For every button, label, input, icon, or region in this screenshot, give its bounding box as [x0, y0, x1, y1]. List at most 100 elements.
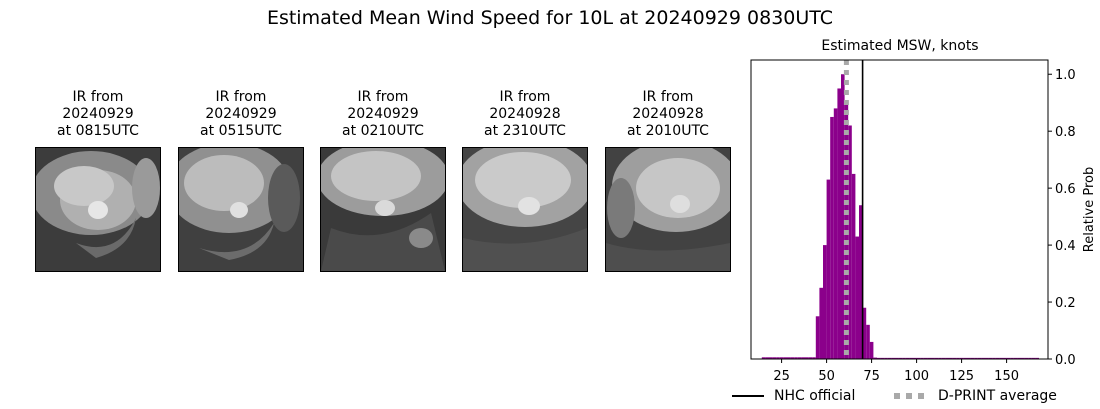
histogram-bar	[884, 357, 888, 359]
histogram-bar	[801, 357, 805, 359]
histogram-bar	[783, 357, 787, 359]
histogram-bar	[891, 357, 895, 359]
ir-panel-title-line3: at 0210UTC	[342, 123, 424, 139]
histogram-bar	[826, 179, 831, 359]
x-tick-label: 150	[994, 369, 1019, 384]
y-tick-label: 0.6	[1055, 182, 1076, 197]
histogram-bar	[794, 357, 798, 359]
y-tick-label: 0.8	[1055, 125, 1076, 140]
histogram-bar	[988, 357, 993, 359]
y-tick-label: 1.0	[1055, 68, 1076, 83]
histogram-bar	[776, 357, 780, 359]
chart-legend: NHC official D-PRINT average	[728, 386, 1088, 406]
histogram-bar	[1028, 357, 1032, 359]
histogram-bar	[981, 357, 985, 359]
histogram-bar	[862, 307, 867, 359]
histogram-bar	[898, 357, 903, 359]
histogram-bar	[959, 357, 964, 359]
histogram-bar	[859, 205, 863, 359]
histogram-bar	[887, 357, 892, 359]
ir-satellite-image	[35, 147, 161, 272]
histogram-bar	[970, 357, 975, 359]
histogram-bar	[938, 357, 942, 359]
ir-panel-title-line3: at 0815UTC	[57, 123, 139, 139]
ir-satellite-image	[320, 147, 446, 272]
histogram-bar	[819, 287, 823, 359]
histogram-bar	[956, 357, 960, 359]
histogram-bar	[869, 341, 874, 359]
legend-dotted-line-swatch	[894, 393, 928, 399]
histogram-bar	[1017, 357, 1021, 359]
histogram-bar	[949, 357, 953, 359]
y-axis-label: Relative Prob	[1082, 167, 1097, 252]
histogram-bar	[833, 108, 838, 360]
x-tick-label: 75	[863, 369, 880, 384]
ir-panel-title: IR from 20240928 at 2310UTC	[442, 89, 608, 140]
histogram-bar	[830, 116, 834, 359]
histogram-bar	[1013, 357, 1018, 359]
histogram-bar	[848, 125, 852, 359]
histogram-bar	[905, 357, 910, 359]
histogram-bar	[992, 357, 996, 359]
histogram-bar	[934, 357, 939, 359]
ir-panel-title: IR from 20240929 at 0210UTC	[300, 89, 466, 140]
histogram-bar	[823, 245, 827, 359]
histogram-bar	[916, 357, 921, 359]
histogram-bar	[837, 88, 841, 359]
histogram-bar	[1006, 357, 1011, 359]
x-tick-label: 25	[773, 369, 790, 384]
y-axis-ticks: 0.0 0.2 0.4 0.6 0.8 1.0	[1048, 68, 1076, 368]
histogram-bar	[941, 357, 946, 359]
x-axis-ticks: 25 50 75 100 125 150	[773, 359, 1019, 384]
histogram-bar	[812, 357, 816, 359]
histogram-bar	[1021, 357, 1025, 359]
y-tick-label: 0.0	[1055, 353, 1076, 368]
histogram-bar	[769, 357, 773, 359]
legend-label: NHC official	[774, 388, 856, 404]
histogram-bar	[787, 357, 791, 359]
histogram-bar	[952, 357, 957, 359]
histogram-bar	[765, 357, 769, 359]
histogram-bar	[880, 357, 885, 359]
ir-panel-title-line3: at 2010UTC	[627, 123, 709, 139]
histogram-bar	[851, 173, 856, 359]
histogram-bar	[895, 357, 899, 359]
chart-title: Estimated MSW, knots	[821, 38, 978, 54]
histogram-bar	[805, 357, 809, 359]
histogram-bar	[1024, 357, 1029, 359]
histogram-bar	[761, 357, 766, 359]
ir-panel-title-line1: IR from	[357, 89, 409, 105]
histogram-bar	[974, 357, 978, 359]
histogram-bar	[967, 357, 971, 359]
y-tick-label: 0.2	[1055, 296, 1076, 311]
histogram-bar	[931, 357, 935, 359]
histogram-bar	[873, 357, 877, 359]
histogram-bar	[977, 357, 982, 359]
histogram-bars	[761, 74, 1039, 360]
histogram-bar	[790, 357, 795, 359]
histogram-bar	[1031, 357, 1036, 359]
histogram-bar	[995, 357, 1000, 359]
ir-panel-title-line2: 20240928	[489, 106, 561, 122]
histogram-bar	[1035, 357, 1039, 359]
ir-panel-title-line3: at 0515UTC	[200, 123, 282, 139]
ir-satellite-image	[178, 147, 304, 272]
histogram-bar	[808, 357, 813, 359]
histogram-bar	[985, 357, 989, 359]
histogram-bar	[909, 357, 913, 359]
histogram-bar	[913, 357, 917, 359]
ir-panel-title: IR from 20240929 at 0815UTC	[15, 89, 181, 140]
histogram-bar	[920, 357, 924, 359]
figure-title: Estimated Mean Wind Speed for 10L at 202…	[266, 7, 834, 29]
legend-label: D-PRINT average	[938, 388, 1057, 404]
ir-panel-title-line2: 20240929	[347, 106, 419, 122]
ir-satellite-image	[462, 147, 588, 272]
plot-frame	[750, 59, 1049, 360]
histogram-bar	[797, 357, 802, 359]
histogram-bar	[866, 324, 870, 359]
histogram-bar	[1003, 357, 1007, 359]
ir-satellite-image	[605, 147, 731, 272]
histogram-bar	[923, 357, 928, 359]
ir-panel-title-line1: IR from	[642, 89, 694, 105]
